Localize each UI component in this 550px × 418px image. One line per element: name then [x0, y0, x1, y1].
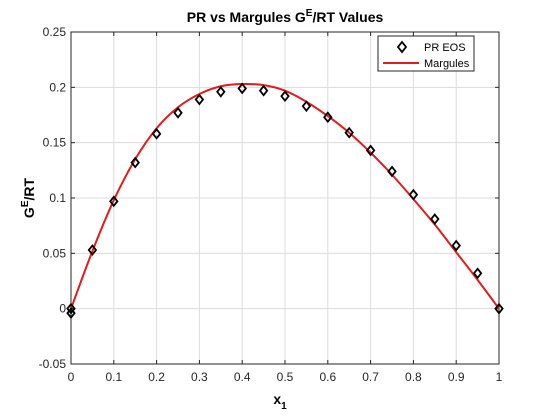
pr-eos-data-point	[109, 195, 119, 208]
chart-title-rest: /RT Values	[312, 9, 383, 25]
pr-eos-data-point	[237, 82, 247, 95]
chart-title: PR vs Margules GE/RT Values	[187, 8, 384, 25]
legend: PR EOS Margules	[377, 35, 475, 72]
pr-eos-data-point	[151, 127, 162, 140]
x-tick-label: 1	[496, 370, 503, 384]
x-tick-label: 0.8	[405, 370, 422, 384]
chart-title-superscript: E	[306, 8, 313, 19]
pr-eos-data-point	[194, 93, 205, 106]
x-tick-label: 0.5	[277, 370, 294, 384]
y-tick-label: 0.05	[43, 246, 67, 260]
y-tick-label: 0.1	[49, 191, 66, 205]
x-tick-label: 0.7	[362, 370, 379, 384]
pr-eos-data-point	[408, 188, 419, 201]
pr-eos-data-point	[494, 302, 504, 315]
legend-diamond-marker-icon	[396, 40, 408, 54]
x-tick-label: 0	[68, 370, 75, 384]
legend-box	[377, 35, 475, 72]
series-layer	[66, 82, 504, 320]
pr-eos-data-point	[365, 144, 376, 157]
y-tick-label: 0.2	[49, 80, 66, 94]
y-tick-label: -0.05	[39, 357, 67, 371]
pr-eos-data-point	[451, 239, 461, 252]
y-axis-label: GE/RT	[20, 178, 37, 219]
pr-eos-data-point	[258, 84, 269, 97]
axis-ticks: 0 0.1 0.2 0.3 0.4 0.5 0.6 0.7 0.8 0.9 1-0.0500.050…	[39, 25, 503, 384]
y-axis-label-superscript: E	[20, 200, 31, 207]
pr-eos-data-point	[66, 302, 76, 315]
legend-label-margules: Margules	[424, 58, 470, 70]
pr-eos-data-point	[472, 267, 483, 280]
pr-eos-data-point	[87, 244, 98, 256]
x-axis-label-subscript: 1	[281, 401, 287, 412]
pr-eos-data-point	[130, 156, 140, 169]
pr-eos-data-point	[66, 307, 76, 320]
pr-eos-data-point	[216, 85, 226, 98]
x-tick-label: 0.1	[105, 370, 122, 384]
pr-eos-data-point	[323, 111, 333, 124]
x-axis-label: x1	[273, 391, 287, 412]
legend-label-pr-eos: PR EOS	[424, 42, 466, 54]
x-tick-label: 0.3	[191, 370, 208, 384]
y-axis-label-rest: /RT	[21, 178, 37, 201]
x-tick-label: 0.4	[234, 370, 251, 384]
x-tick-label: 0.6	[319, 370, 336, 384]
y-tick-label: 0.15	[43, 136, 67, 150]
pr-eos-data-point	[280, 90, 290, 103]
pr-eos-data-point	[173, 106, 183, 119]
pr-eos-data-point	[301, 100, 312, 113]
pr-eos-data-point	[344, 126, 354, 139]
pr-eos-data-point	[387, 165, 397, 178]
y-tick-label: 0	[59, 302, 66, 316]
x-tick-label: 0.9	[448, 370, 465, 384]
y-tick-label: 0.25	[43, 25, 67, 39]
x-tick-label: 0.2	[148, 370, 165, 384]
pr-eos-data-point	[430, 213, 440, 225]
